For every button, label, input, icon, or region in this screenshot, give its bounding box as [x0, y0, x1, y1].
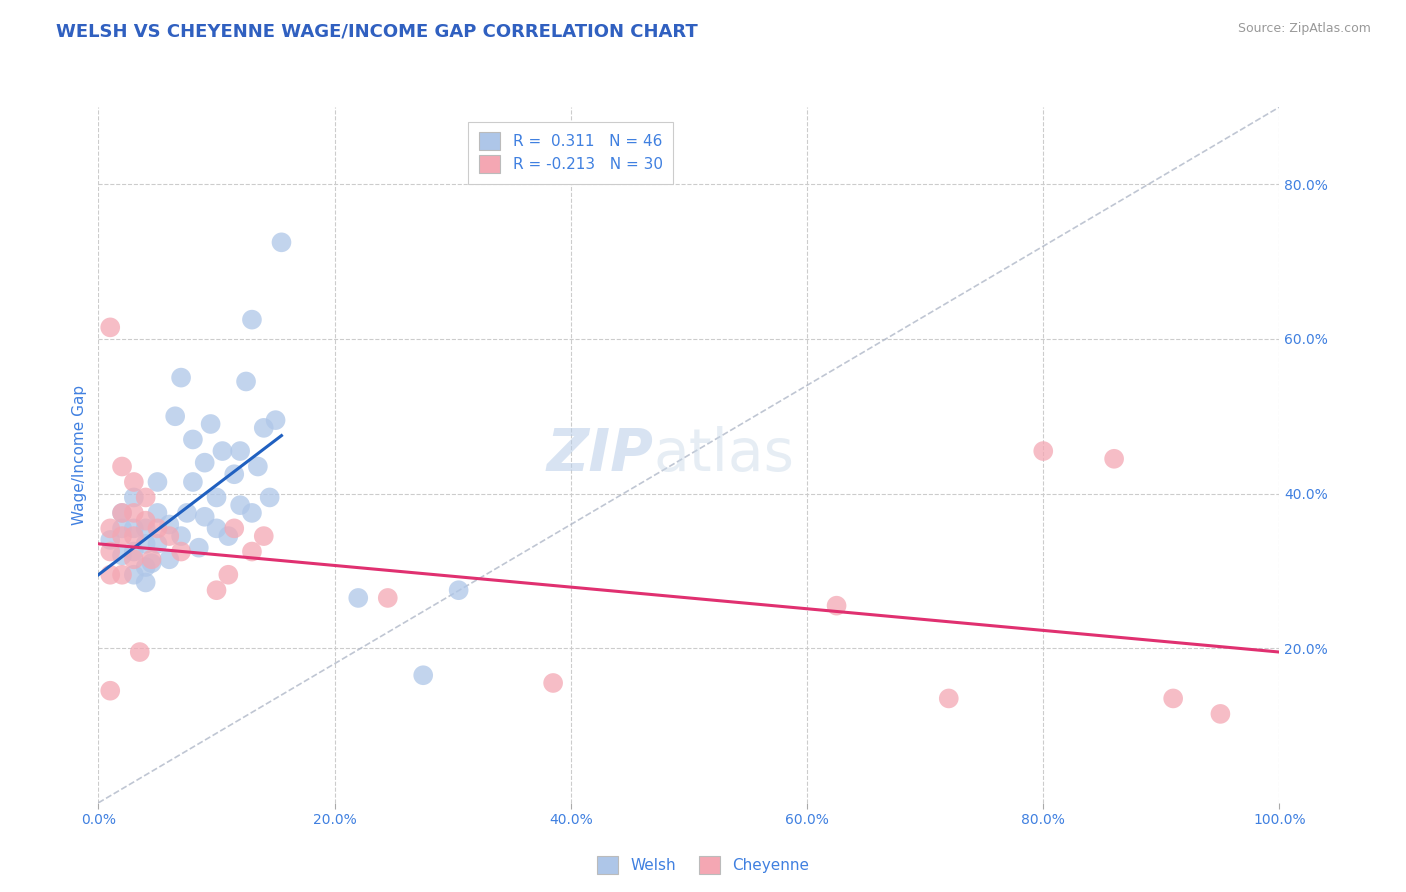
Point — [224, 521, 246, 535]
Point — [253, 421, 276, 435]
Point — [111, 459, 134, 474]
Point — [122, 475, 145, 489]
Point — [135, 514, 157, 528]
Point — [157, 529, 180, 543]
Point — [111, 529, 134, 543]
Point — [246, 459, 269, 474]
Point — [98, 521, 121, 535]
Point — [128, 645, 150, 659]
Point — [111, 506, 134, 520]
Point — [1161, 691, 1184, 706]
Point — [135, 575, 157, 590]
Point — [135, 521, 157, 535]
Point — [98, 567, 121, 582]
Y-axis label: Wage/Income Gap: Wage/Income Gap — [72, 384, 87, 525]
Point — [122, 567, 145, 582]
Point — [240, 506, 263, 520]
Point — [1032, 444, 1054, 458]
Point — [377, 591, 399, 605]
Point — [165, 409, 187, 424]
Point — [122, 491, 145, 505]
Point — [141, 556, 163, 570]
Point — [211, 444, 233, 458]
Point — [135, 560, 157, 574]
Point — [111, 506, 134, 520]
Point — [240, 312, 263, 326]
Point — [170, 529, 193, 543]
Point — [194, 456, 217, 470]
Point — [146, 537, 169, 551]
Point — [98, 544, 121, 558]
Text: atlas: atlas — [654, 426, 794, 483]
Point — [135, 491, 157, 505]
Point — [157, 552, 180, 566]
Point — [224, 467, 246, 482]
Point — [122, 521, 145, 535]
Point — [938, 691, 960, 706]
Point — [1102, 451, 1125, 466]
Point — [98, 320, 121, 334]
Point — [170, 544, 193, 558]
Point — [157, 517, 180, 532]
Text: Source: ZipAtlas.com: Source: ZipAtlas.com — [1237, 22, 1371, 36]
Point — [412, 668, 434, 682]
Point — [229, 498, 252, 512]
Point — [98, 533, 121, 547]
Point — [181, 475, 204, 489]
Point — [205, 491, 228, 505]
Point — [122, 552, 145, 566]
Point — [122, 529, 145, 543]
Point — [447, 583, 470, 598]
Point — [111, 521, 134, 535]
Point — [98, 683, 121, 698]
Text: ZIP: ZIP — [547, 426, 654, 483]
Point — [253, 529, 276, 543]
Point — [825, 599, 848, 613]
Point — [135, 537, 157, 551]
Point — [200, 417, 222, 431]
Point — [264, 413, 287, 427]
Point — [259, 491, 281, 505]
Point — [176, 506, 198, 520]
Point — [181, 433, 204, 447]
Point — [229, 444, 252, 458]
Point — [122, 506, 145, 520]
Legend: Welsh, Cheyenne: Welsh, Cheyenne — [591, 850, 815, 880]
Point — [146, 506, 169, 520]
Point — [111, 549, 134, 563]
Point — [194, 509, 217, 524]
Point — [235, 375, 257, 389]
Point — [217, 529, 239, 543]
Point — [205, 583, 228, 598]
Point — [1209, 706, 1232, 721]
Legend: R =  0.311   N = 46, R = -0.213   N = 30: R = 0.311 N = 46, R = -0.213 N = 30 — [468, 121, 673, 184]
Point — [205, 521, 228, 535]
Point — [541, 676, 564, 690]
Point — [240, 544, 263, 558]
Text: WELSH VS CHEYENNE WAGE/INCOME GAP CORRELATION CHART: WELSH VS CHEYENNE WAGE/INCOME GAP CORREL… — [56, 22, 697, 40]
Point — [146, 475, 169, 489]
Point — [146, 521, 169, 535]
Point — [170, 370, 193, 384]
Point — [122, 544, 145, 558]
Point — [217, 567, 239, 582]
Point — [111, 567, 134, 582]
Point — [141, 552, 163, 566]
Point — [187, 541, 209, 555]
Point — [270, 235, 292, 250]
Point — [347, 591, 370, 605]
